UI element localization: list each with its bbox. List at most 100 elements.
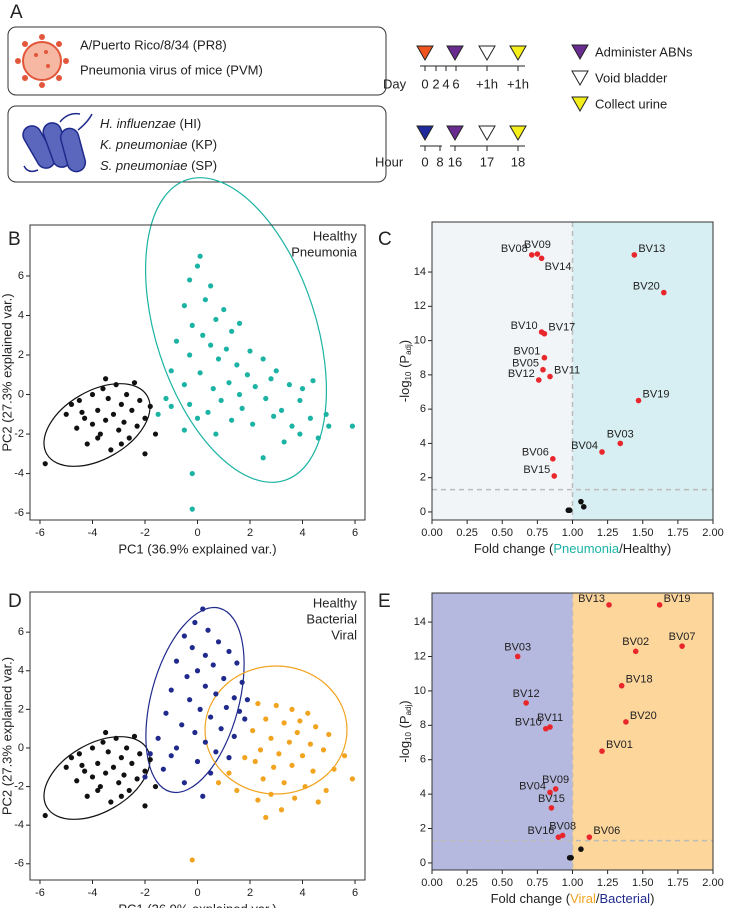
x-tick-label: 0.50 <box>492 527 513 539</box>
timeline-label: Day <box>383 76 407 91</box>
x-tick-label: 0 <box>194 887 200 899</box>
virus-box <box>7 26 387 96</box>
point <box>152 783 159 790</box>
point <box>76 397 82 404</box>
point <box>118 755 124 761</box>
point <box>173 338 180 344</box>
point <box>543 725 549 732</box>
bacteria-line: K. pneumoniae (KP) <box>100 137 217 152</box>
x-axis-title-part: Fold change ( <box>474 541 554 556</box>
point <box>541 354 548 361</box>
bacteria-name: K. pneumoniae <box>100 137 187 152</box>
timeline-tick-label: 0 <box>421 154 428 169</box>
point <box>223 704 229 711</box>
x-tick-label: 6 <box>352 527 358 539</box>
region-left <box>432 222 573 520</box>
y-tick-label: 10 <box>414 334 426 346</box>
y-tick-label: 6 <box>18 270 24 282</box>
point <box>113 735 119 741</box>
y-tick-label: 0 <box>420 857 426 869</box>
y-tick-label: 6 <box>420 403 426 415</box>
point <box>210 386 216 392</box>
point <box>528 252 535 258</box>
point <box>281 780 287 786</box>
y-tick-label: 2 <box>18 349 24 361</box>
timeline-tick-label: 17 <box>480 154 494 169</box>
x-tick-label: -2 <box>140 527 150 539</box>
point <box>566 507 573 514</box>
point <box>194 415 201 421</box>
point-label: BV16 <box>528 825 555 837</box>
x-tick-label: 4 <box>299 527 305 539</box>
x-tick-label: 1.50 <box>632 877 653 889</box>
point-label: BV19 <box>664 593 691 605</box>
point <box>192 619 198 626</box>
point-label: BV03 <box>504 641 531 653</box>
y-tick-label: 0 <box>18 388 24 400</box>
y-tick-label: 12 <box>414 300 426 312</box>
point <box>68 401 75 408</box>
timeline-tick-label: 8 <box>436 154 443 169</box>
y-axis-title-part: 10 <box>404 371 413 380</box>
point <box>223 346 229 352</box>
point <box>541 330 548 337</box>
point <box>205 627 211 633</box>
point <box>559 832 566 839</box>
point <box>250 421 256 427</box>
y-tick-label: -4 <box>14 819 24 831</box>
point <box>189 857 195 863</box>
point <box>200 606 206 612</box>
point <box>79 762 85 768</box>
point <box>323 787 329 794</box>
bacteria-name: H. influenzae <box>100 116 176 131</box>
point <box>215 780 222 786</box>
point <box>124 745 130 751</box>
point <box>514 653 521 660</box>
timeline-tick-label: 4 <box>442 76 449 91</box>
point <box>255 700 261 707</box>
y-axis-title-part: (P <box>397 715 412 732</box>
point <box>349 423 355 429</box>
point <box>281 439 287 445</box>
x-axis-title-part: Viral <box>570 891 596 906</box>
point <box>187 352 193 358</box>
y-tick-label: 8 <box>420 369 426 381</box>
legend-label: Pneumonia <box>291 244 358 259</box>
panel-label: C <box>378 229 392 250</box>
x-axis-title: Fold change (Viral/Bacterial) <box>491 891 655 906</box>
x-tick-label: 0.50 <box>492 877 513 889</box>
point <box>68 755 75 761</box>
x-tick-label: 0.25 <box>456 527 477 539</box>
point <box>635 397 642 404</box>
y-tick-label: 12 <box>414 650 426 662</box>
point <box>131 380 138 386</box>
point <box>606 602 612 608</box>
point <box>617 440 624 447</box>
virus-name: A/Puerto Rico/8/34 (PR8) <box>80 37 227 52</box>
point <box>202 739 208 745</box>
point <box>200 793 206 799</box>
point <box>550 456 556 462</box>
point <box>155 411 161 417</box>
point <box>236 708 243 714</box>
point <box>197 706 203 712</box>
point <box>568 854 574 861</box>
point-label: BV19 <box>643 388 670 400</box>
point <box>129 760 135 767</box>
point <box>299 386 306 392</box>
point <box>103 417 109 423</box>
point <box>263 814 269 821</box>
point <box>326 423 332 429</box>
point <box>124 391 130 398</box>
point <box>271 764 277 770</box>
y-tick-label: 10 <box>414 685 426 697</box>
point <box>242 716 248 722</box>
y-axis-title-part: adj <box>404 344 413 355</box>
y-axis-title-part: -log <box>397 741 412 763</box>
region-left <box>432 593 573 870</box>
point <box>244 372 250 378</box>
point <box>118 401 124 408</box>
point <box>82 415 88 421</box>
point <box>121 419 127 425</box>
point-label: BV18 <box>626 674 653 686</box>
